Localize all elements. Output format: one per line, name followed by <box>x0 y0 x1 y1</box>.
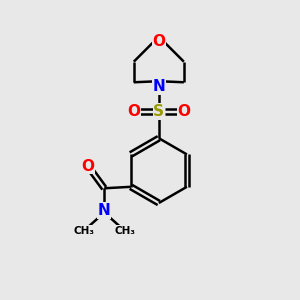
Text: O: O <box>177 104 190 119</box>
Text: O: O <box>82 159 94 174</box>
Text: N: N <box>152 79 165 94</box>
Text: CH₃: CH₃ <box>114 226 135 236</box>
Text: O: O <box>152 34 165 49</box>
Text: N: N <box>98 203 111 218</box>
Text: S: S <box>153 104 164 119</box>
Text: CH₃: CH₃ <box>73 226 94 236</box>
Text: O: O <box>127 104 140 119</box>
